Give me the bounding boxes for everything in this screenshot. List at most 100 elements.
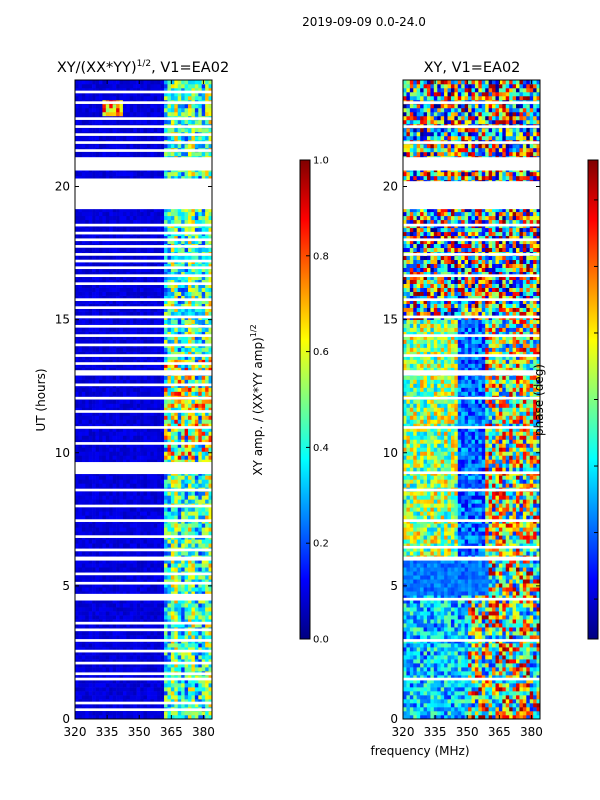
left-heatmap-cell [98, 523, 103, 528]
left-heatmap-cell [112, 495, 117, 500]
left-heatmap-cell [78, 615, 83, 620]
left-heatmap-cell [153, 307, 158, 312]
left-heatmap-cell [136, 583, 141, 588]
left-heatmap-cell [164, 347, 168, 352]
left-heatmap-cell [174, 479, 179, 484]
left-heatmap-cell [174, 399, 179, 404]
left-heatmap-cell [174, 287, 179, 292]
left-heatmap-cell [188, 531, 192, 536]
left-heatmap-cell [116, 659, 120, 664]
left-heatmap-cell [122, 483, 127, 488]
left-heatmap-cell [78, 319, 83, 324]
left-heatmap-cell [105, 335, 110, 340]
left-heatmap-cell [177, 363, 182, 368]
left-heatmap-cell [150, 539, 155, 544]
left-heatmap-cell [136, 391, 141, 396]
left-heatmap-cell [170, 435, 175, 440]
left-heatmap-cell [105, 359, 110, 364]
left-heatmap-cell [205, 335, 209, 340]
left-heatmap-cell [194, 423, 199, 428]
left-heatmap-cell [164, 307, 168, 312]
left-heatmap-cell [92, 219, 96, 225]
left-heatmap-cell [140, 559, 144, 564]
left-heatmap-cell [129, 439, 134, 444]
left-heatmap-cell [146, 703, 151, 708]
left-heatmap-cell [153, 675, 158, 680]
left-heatmap-cell [170, 603, 175, 608]
left-heatmap-cell [85, 647, 89, 652]
left-heatmap-cell [98, 715, 103, 720]
left-heatmap-cell [78, 439, 83, 444]
left-heatmap-cell [157, 435, 161, 440]
left-heatmap-cell [184, 403, 189, 408]
left-heatmap-cell [201, 543, 206, 548]
left-heatmap-cell [184, 539, 189, 544]
left-heatmap-cell [133, 419, 137, 424]
left-heatmap-cell [136, 563, 141, 568]
left-heatmap-cell [177, 339, 182, 344]
left-heatmap-cell [191, 423, 196, 428]
left-heatmap-cell [109, 591, 113, 596]
left-heatmap-cell [122, 623, 127, 628]
left-heatmap-cell [136, 679, 141, 684]
left-heatmap-cell [92, 319, 96, 324]
left-heatmap-cell [78, 411, 83, 416]
left-heatmap-cell [167, 563, 172, 568]
left-heatmap-cell [136, 327, 141, 332]
left-heatmap-cell [122, 531, 127, 536]
left-heatmap-cell [198, 563, 203, 568]
left-heatmap-cell [126, 359, 131, 364]
left-heatmap-cell [164, 295, 168, 300]
left-heatmap-cell [167, 443, 172, 448]
left-heatmap-cell [129, 599, 134, 604]
left-heatmap-cell [112, 247, 117, 253]
left-heatmap-cell [188, 439, 192, 444]
left-heatmap-cell [102, 563, 107, 568]
left-heatmap-cell [153, 603, 158, 608]
left-heatmap-cell [140, 631, 144, 636]
left-heatmap-cell [88, 355, 93, 360]
left-heatmap-cell [201, 387, 206, 392]
left-heatmap-cell [143, 599, 148, 604]
left-heatmap-cell [167, 439, 172, 444]
left-heatmap-cell [205, 623, 209, 628]
left-heatmap-cell [136, 699, 141, 704]
left-heatmap-cell [208, 351, 213, 356]
left-heatmap-cell [85, 355, 89, 360]
left-heatmap-cell [112, 311, 117, 316]
left-heatmap-cell [150, 623, 155, 628]
left-heatmap-cell [75, 327, 79, 332]
left-heatmap-cell [143, 439, 148, 444]
left-heatmap-cell [133, 355, 137, 360]
left-heatmap-cell [157, 255, 161, 261]
left-heatmap-cell [116, 367, 120, 372]
left-heatmap-cell [109, 559, 113, 564]
left-heatmap-cell [112, 531, 117, 536]
left-heatmap-cell [146, 283, 151, 288]
left-heatmap-cell [157, 647, 161, 652]
left-heatmap-cell [119, 339, 124, 344]
left-heatmap-cell [92, 631, 96, 636]
left-heatmap-cell [109, 447, 113, 452]
left-heatmap-cell [140, 351, 144, 356]
left-heatmap-cell [126, 695, 131, 700]
left-heatmap-cell [208, 335, 213, 340]
left-heatmap-cell [129, 515, 134, 520]
left-heatmap-cell [198, 327, 203, 332]
left-heatmap-cell [167, 647, 172, 652]
left-heatmap-cell [105, 363, 110, 368]
left-heatmap-cell [174, 587, 179, 592]
left-heatmap-cell [153, 359, 158, 364]
left-heatmap-cell [167, 479, 172, 484]
left-heatmap-cell [75, 331, 79, 336]
left-heatmap-cell [140, 679, 144, 684]
left-heatmap-cell [122, 299, 127, 304]
left-heatmap-cell [177, 291, 182, 296]
left-heatmap-cell [177, 219, 182, 225]
left-heatmap-cell [109, 427, 113, 432]
left-heatmap-cell [205, 379, 209, 384]
left-heatmap-cell [198, 459, 203, 464]
left-heatmap-cell [92, 523, 96, 528]
left-heatmap-cell [177, 611, 182, 616]
left-heatmap-cell [102, 355, 107, 360]
